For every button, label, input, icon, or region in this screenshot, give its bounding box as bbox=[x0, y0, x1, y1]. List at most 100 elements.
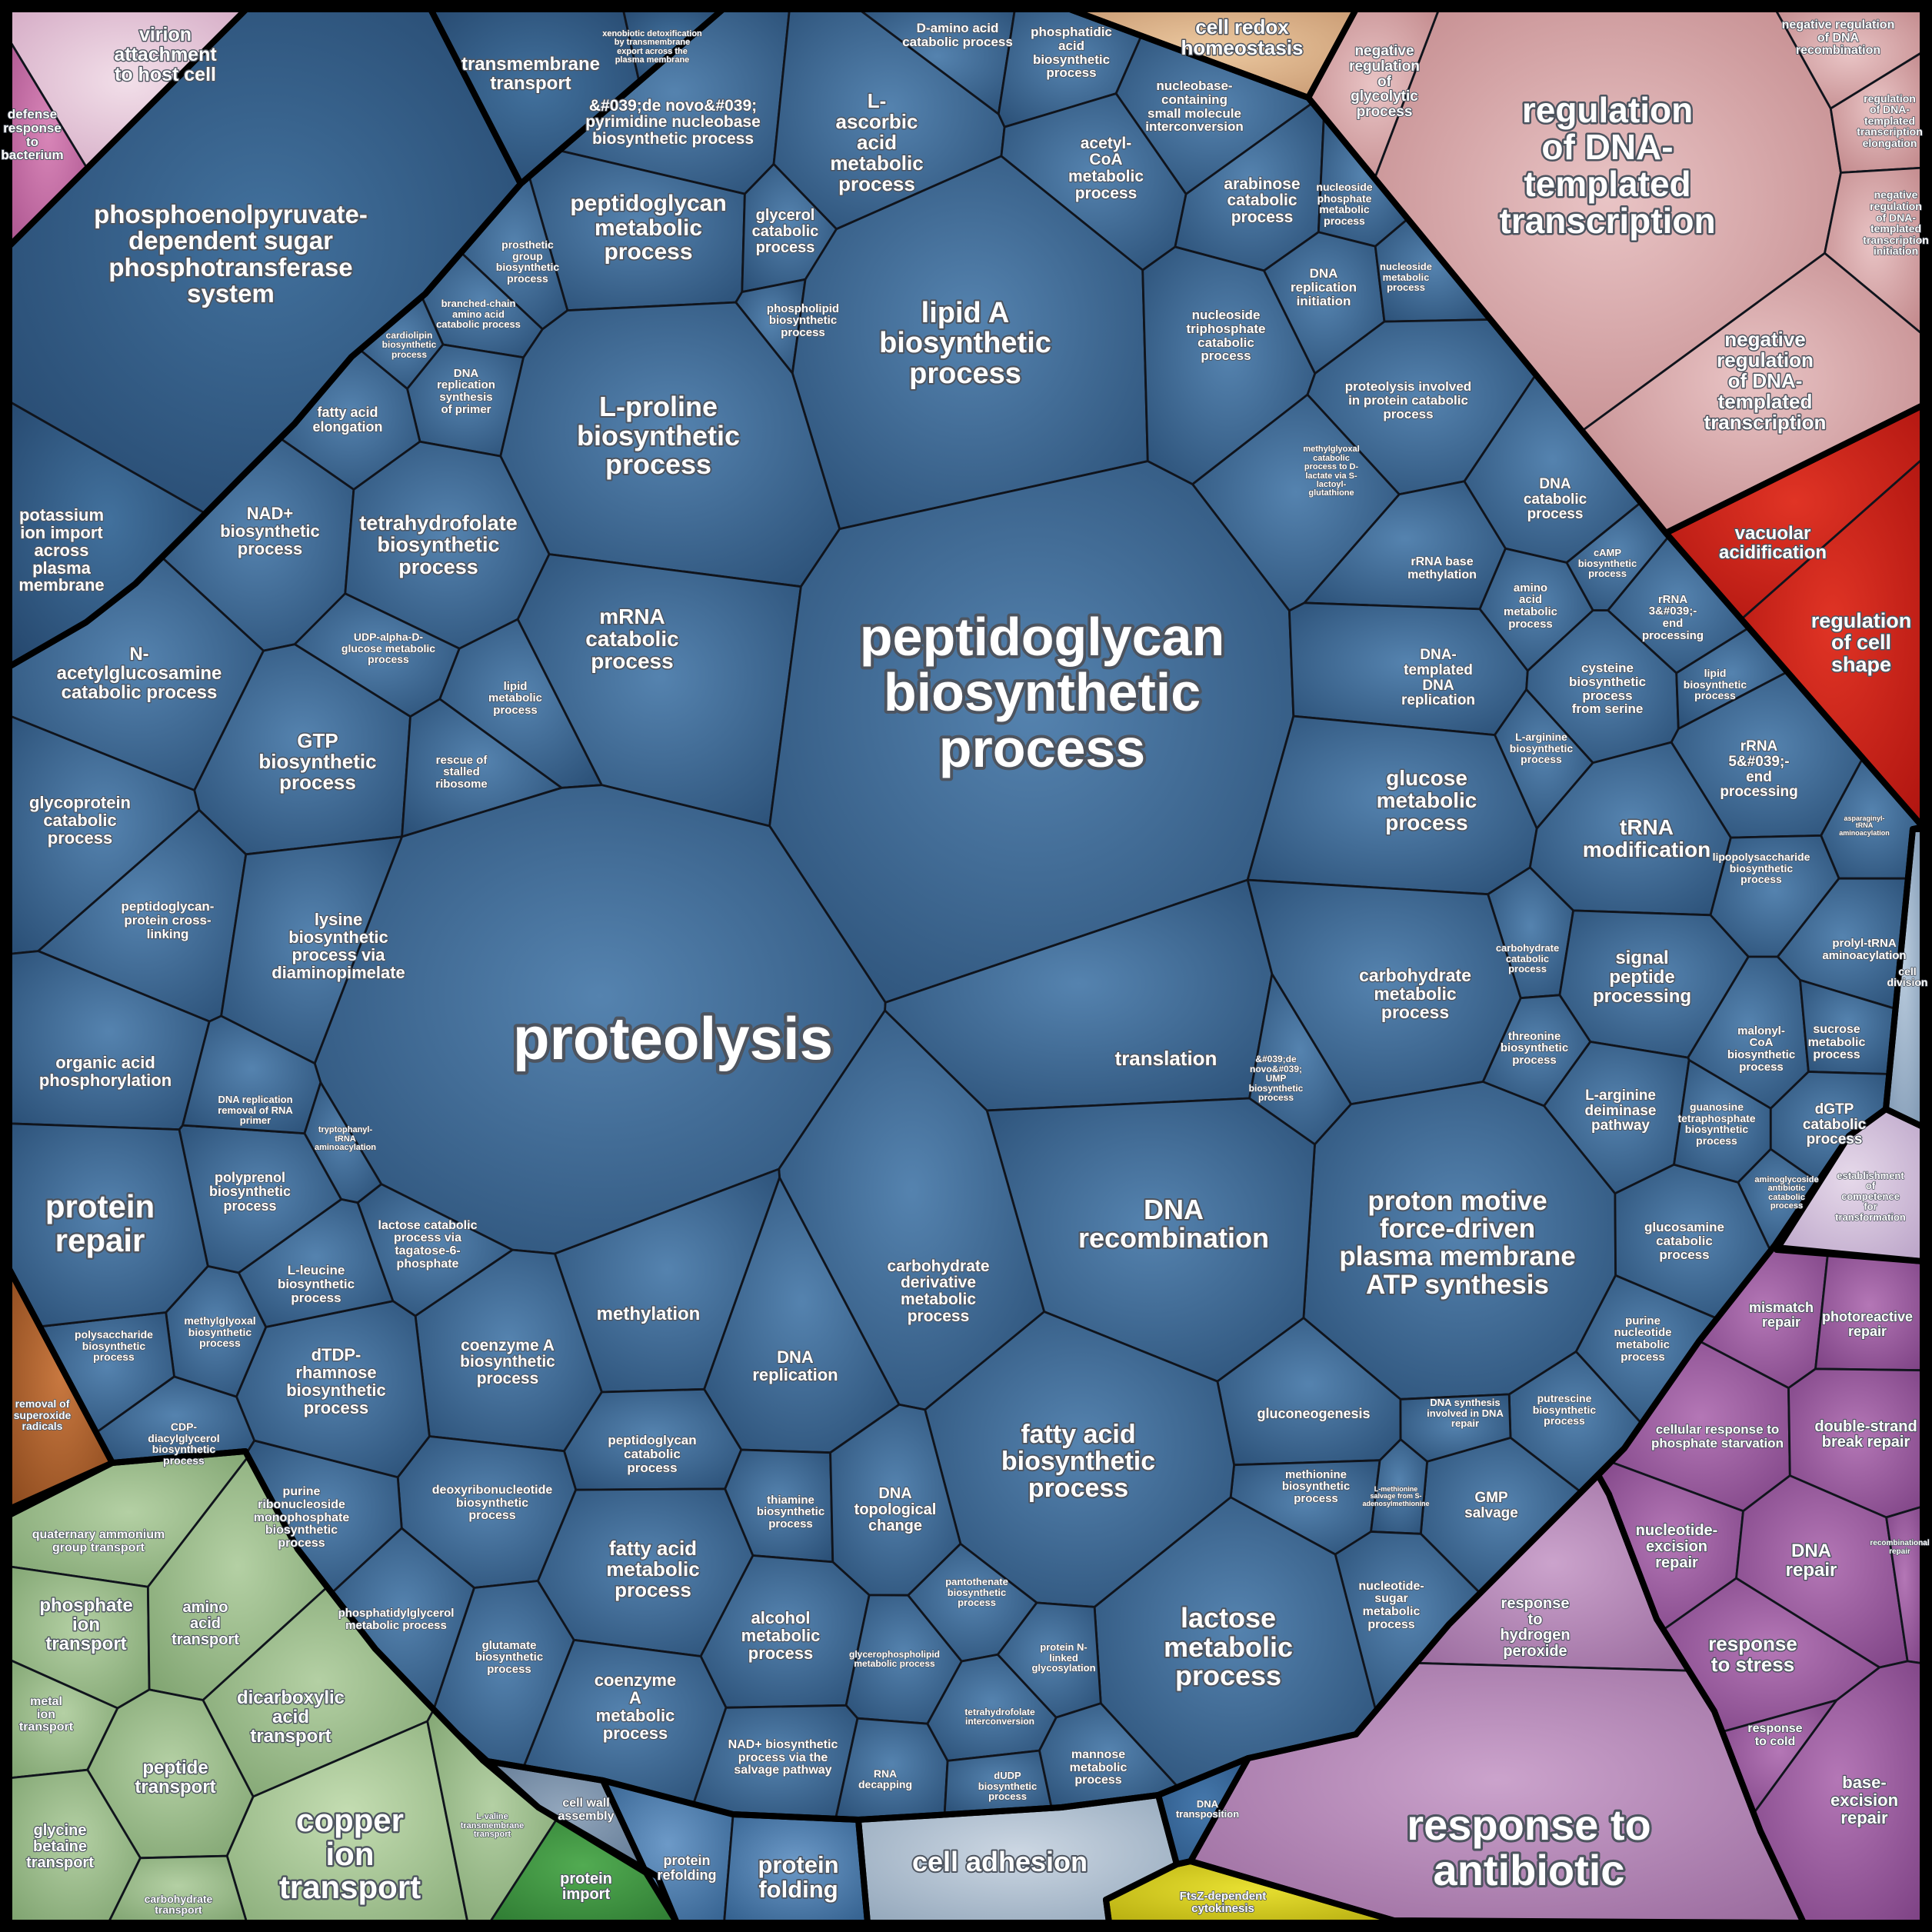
svg-text:biosynthetic: biosynthetic bbox=[1569, 675, 1646, 689]
svg-text:process: process bbox=[1383, 407, 1433, 421]
svg-text:across: across bbox=[35, 541, 89, 560]
svg-text:process: process bbox=[1231, 208, 1294, 226]
svg-text:pathway: pathway bbox=[1591, 1118, 1650, 1134]
svg-text:methionine: methionine bbox=[1285, 1468, 1347, 1481]
svg-text:biosynthetic: biosynthetic bbox=[1501, 1041, 1568, 1054]
svg-text:process: process bbox=[1508, 963, 1547, 974]
svg-text:biosynthetic: biosynthetic bbox=[82, 1340, 146, 1352]
svg-text:carbohydrate: carbohydrate bbox=[1496, 942, 1559, 954]
svg-text:replication: replication bbox=[752, 1365, 838, 1384]
svg-text:proton motive: proton motive bbox=[1367, 1186, 1547, 1216]
svg-text:plasma membrane: plasma membrane bbox=[615, 55, 690, 65]
svg-text:acid: acid bbox=[272, 1707, 309, 1727]
svg-text:process: process bbox=[958, 1597, 996, 1608]
svg-text:malonyl-: malonyl- bbox=[1737, 1024, 1785, 1038]
svg-text:lipid: lipid bbox=[504, 680, 528, 693]
svg-text:glucose metabolic: glucose metabolic bbox=[341, 642, 435, 655]
svg-text:ribonucleoside: ribonucleoside bbox=[258, 1498, 345, 1511]
svg-text:biosynthetic: biosynthetic bbox=[1249, 1083, 1304, 1094]
svg-text:metabolic: metabolic bbox=[606, 1557, 699, 1581]
svg-text:containing: containing bbox=[1161, 92, 1227, 107]
svg-text:biosynthetic: biosynthetic bbox=[286, 1381, 386, 1400]
svg-text:metabolic process: metabolic process bbox=[345, 1619, 447, 1632]
svg-text:process: process bbox=[1770, 1201, 1803, 1211]
svg-text:process: process bbox=[1075, 185, 1138, 202]
svg-text:pantothenate: pantothenate bbox=[945, 1576, 1008, 1587]
svg-text:transport: transport bbox=[172, 1631, 239, 1648]
svg-text:process: process bbox=[487, 1663, 531, 1676]
svg-text:process: process bbox=[291, 1291, 341, 1305]
svg-text:process: process bbox=[1696, 1134, 1737, 1147]
svg-text:catabolic: catabolic bbox=[1524, 491, 1587, 508]
svg-text:nucleotide: nucleotide bbox=[1614, 1326, 1671, 1339]
svg-text:response to: response to bbox=[1407, 1800, 1651, 1849]
svg-text:process: process bbox=[279, 771, 356, 794]
svg-text:sugar: sugar bbox=[1374, 1592, 1408, 1605]
svg-text:repair: repair bbox=[55, 1222, 145, 1258]
svg-text:process via: process via bbox=[291, 945, 385, 964]
svg-text:DNA: DNA bbox=[1539, 476, 1571, 492]
svg-text:biosynthetic: biosynthetic bbox=[978, 1780, 1038, 1792]
svg-text:decapping: decapping bbox=[858, 1778, 912, 1790]
svg-text:arabinose: arabinose bbox=[1224, 175, 1300, 193]
svg-text:lactose: lactose bbox=[1181, 1602, 1276, 1634]
svg-text:plasma: plasma bbox=[32, 558, 92, 578]
svg-text:biosynthetic: biosynthetic bbox=[1685, 1123, 1749, 1135]
svg-text:of DNA-: of DNA- bbox=[1870, 103, 1910, 115]
svg-text:base-: base- bbox=[1842, 1773, 1886, 1792]
svg-text:deiminase: deiminase bbox=[1585, 1103, 1657, 1119]
svg-text:process: process bbox=[615, 1578, 691, 1601]
svg-text:DNA: DNA bbox=[1422, 678, 1454, 694]
svg-text:process: process bbox=[605, 448, 711, 480]
svg-text:signal: signal bbox=[1615, 948, 1668, 968]
svg-text:methylation: methylation bbox=[597, 1304, 701, 1324]
svg-text:biosynthetic: biosynthetic bbox=[1730, 862, 1794, 874]
svg-text:negative: negative bbox=[1354, 43, 1414, 59]
svg-text:phosphatidylglycerol: phosphatidylglycerol bbox=[338, 1607, 455, 1620]
svg-text:rRNA: rRNA bbox=[1658, 593, 1688, 606]
svg-text:from serine: from serine bbox=[1572, 701, 1644, 716]
svg-text:of DNA-: of DNA- bbox=[1728, 369, 1803, 392]
svg-text:lipopolysaccharide: lipopolysaccharide bbox=[1713, 851, 1810, 863]
svg-text:repair: repair bbox=[1655, 1554, 1698, 1571]
svg-text:process: process bbox=[591, 649, 673, 673]
svg-text:L-arginine: L-arginine bbox=[1515, 731, 1567, 743]
svg-text:biosynthetic: biosynthetic bbox=[377, 533, 499, 556]
svg-text:DNA: DNA bbox=[454, 367, 479, 380]
svg-text:salvage from S-: salvage from S- bbox=[1370, 1492, 1421, 1500]
svg-text:tRNA: tRNA bbox=[1620, 815, 1674, 839]
svg-text:small molecule: small molecule bbox=[1148, 106, 1241, 121]
svg-text:biosynthetic: biosynthetic bbox=[879, 327, 1051, 359]
svg-text:process: process bbox=[627, 1461, 677, 1475]
svg-text:transport: transport bbox=[474, 1830, 511, 1839]
svg-text:dTDP-: dTDP- bbox=[311, 1345, 361, 1364]
svg-text:of DNA: of DNA bbox=[1817, 32, 1860, 45]
svg-text:regulation: regulation bbox=[1717, 348, 1814, 371]
svg-text:catabolic: catabolic bbox=[752, 223, 819, 240]
svg-text:process: process bbox=[909, 358, 1021, 390]
svg-text:acetyl-: acetyl- bbox=[1081, 135, 1132, 152]
svg-text:regulation: regulation bbox=[1349, 58, 1420, 75]
svg-text:biosynthetic process: biosynthetic process bbox=[592, 130, 754, 148]
svg-text:L-valine: L-valine bbox=[476, 1812, 508, 1821]
svg-text:cysteine: cysteine bbox=[1581, 661, 1634, 675]
svg-text:plasma membrane: plasma membrane bbox=[1339, 1241, 1575, 1271]
svg-text:regulation: regulation bbox=[1870, 200, 1922, 212]
svg-text:coenzyme: coenzyme bbox=[595, 1671, 676, 1690]
svg-text:process: process bbox=[1739, 1061, 1784, 1074]
svg-text:process: process bbox=[1028, 1474, 1128, 1503]
svg-text:cytokinesis: cytokinesis bbox=[1191, 1902, 1254, 1915]
svg-text:force-driven: force-driven bbox=[1380, 1214, 1535, 1244]
svg-text:process: process bbox=[477, 1370, 539, 1387]
svg-text:metabolic: metabolic bbox=[1504, 605, 1557, 618]
svg-text:biosynthetic: biosynthetic bbox=[278, 1277, 355, 1291]
svg-text:repair: repair bbox=[1848, 1324, 1887, 1339]
svg-text:copper: copper bbox=[296, 1802, 404, 1838]
svg-text:biosynthetic: biosynthetic bbox=[1533, 1404, 1597, 1416]
svg-text:peptidoglycan: peptidoglycan bbox=[608, 1433, 696, 1447]
svg-text:catabolic: catabolic bbox=[1198, 335, 1254, 350]
svg-text:process to D-: process to D- bbox=[1304, 462, 1359, 471]
svg-text:amino acid: amino acid bbox=[452, 308, 505, 320]
svg-text:rRNA base: rRNA base bbox=[1411, 555, 1473, 568]
svg-text:protein: protein bbox=[45, 1188, 155, 1224]
